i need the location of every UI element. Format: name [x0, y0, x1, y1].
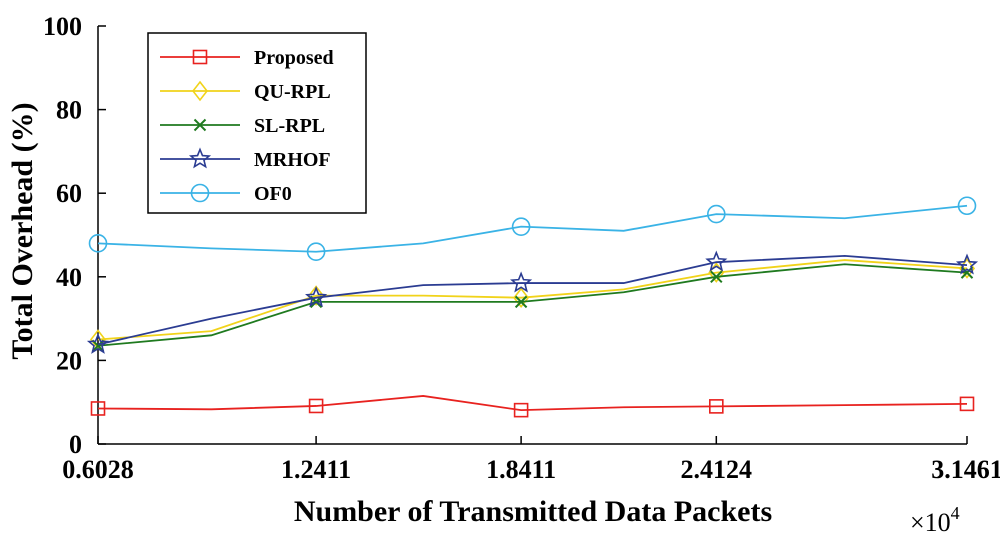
x-multiplier: ×104: [910, 503, 960, 536]
data-point: [88, 234, 108, 253]
y-tick-label: 60: [56, 179, 82, 208]
legend-label: QU-RPL: [254, 81, 331, 103]
data-point: [308, 398, 324, 414]
x-tick-label: 1.8411: [486, 455, 556, 484]
series-qu-rpl: [89, 258, 976, 350]
series-mrhof: [86, 250, 979, 354]
y-tick-label: 40: [56, 263, 82, 292]
series-line: [97, 395, 968, 412]
x-tick-label: 3.1461: [931, 455, 1000, 484]
y-tick-label: 80: [56, 96, 82, 125]
legend-item: MRHOF: [160, 147, 331, 171]
legend-marker: [190, 183, 210, 203]
legend-label: SL-RPL: [254, 115, 325, 137]
data-point: [514, 295, 528, 309]
legend-item: SL-RPL: [160, 115, 325, 137]
legend-marker: [192, 49, 208, 65]
data-point: [86, 332, 110, 354]
legend-marker: [191, 80, 209, 102]
data-point: [707, 204, 726, 224]
data-point: [709, 399, 724, 414]
data-point: [306, 242, 326, 262]
series-line: [97, 259, 968, 341]
x-multiplier-exponent: 4: [951, 503, 960, 523]
data-point: [710, 270, 723, 284]
data-point: [91, 339, 105, 352]
legend: Proposed QU-RPL SL-RPL MRHOF OF0: [147, 32, 367, 214]
data-point: [511, 217, 531, 236]
y-tick-label: 0: [69, 430, 82, 459]
legend-box: [147, 32, 367, 214]
legend-item: OF0: [160, 183, 292, 205]
y-tick-label: 100: [43, 12, 82, 41]
series-line: [97, 204, 968, 253]
data-point: [90, 401, 106, 416]
legend-label: OF0: [254, 183, 292, 205]
data-point: [957, 196, 977, 216]
y-axis-label: Total Overhead (%): [6, 102, 39, 359]
data-point: [308, 285, 325, 306]
data-point: [510, 271, 533, 293]
legend-label: MRHOF: [254, 149, 331, 171]
legend-marker: [188, 147, 212, 169]
plot-area: [86, 196, 979, 418]
data-point: [960, 266, 974, 279]
series-of0: [88, 196, 977, 262]
x-multiplier-base: ×10: [910, 508, 951, 536]
series-sl-rpl: [91, 263, 974, 352]
legend-item: QU-RPL: [160, 80, 331, 103]
ticks: 0 20 40 60 80 100 0.6028 1.2411 1.8411 2.4124 3.14…: [43, 12, 1000, 484]
series-line: [97, 254, 968, 346]
x-axis-label: Number of Transmitted Data Packets: [294, 495, 772, 528]
data-point: [513, 287, 530, 309]
data-point: [955, 253, 979, 275]
data-point: [305, 286, 328, 308]
legend-label: Proposed: [254, 47, 334, 69]
data-point: [705, 250, 728, 272]
data-point: [513, 402, 529, 418]
y-tick-label: 20: [56, 346, 82, 375]
x-tick-label: 2.4124: [681, 455, 753, 484]
x-tick-label: 1.2411: [281, 455, 351, 484]
legend-item: Proposed: [160, 47, 334, 69]
data-point: [959, 396, 975, 412]
x-tick-label: 0.6028: [62, 455, 134, 484]
series-proposed: [90, 395, 975, 418]
series-line: [97, 263, 968, 347]
legend-marker: [193, 118, 207, 132]
